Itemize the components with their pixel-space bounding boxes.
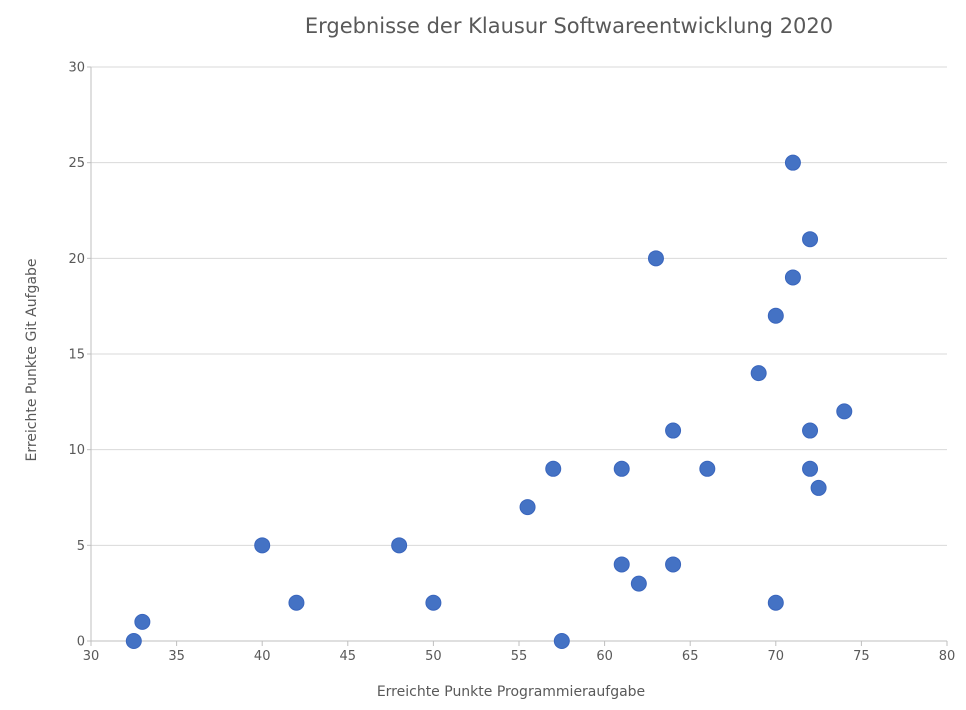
y-tick-label: 30 <box>68 61 85 76</box>
data-point <box>630 575 647 592</box>
x-tick-label: 40 <box>254 649 271 664</box>
data-point <box>134 613 151 630</box>
y-tick-label: 0 <box>77 635 85 650</box>
y-axis-title: Erreichte Punkte Git Aufgabe <box>24 258 40 461</box>
chart-title: Ergebnisse der Klausur Softwareentwicklu… <box>305 14 833 38</box>
x-tick-label: 50 <box>425 649 442 664</box>
data-point <box>665 556 682 573</box>
data-point <box>125 633 142 649</box>
y-tick-label: 15 <box>68 348 85 363</box>
data-point <box>254 537 271 554</box>
data-point <box>425 594 442 611</box>
gridlines <box>91 66 947 546</box>
data-point <box>613 556 630 573</box>
x-tick-label: 60 <box>596 649 613 664</box>
y-tick-label: 20 <box>68 252 85 267</box>
x-tick-label: 45 <box>340 649 357 664</box>
data-point <box>665 422 682 439</box>
y-tick-label: 5 <box>77 539 85 554</box>
data-point <box>802 422 819 439</box>
x-tick-label: 80 <box>939 649 956 664</box>
x-tick-label: 75 <box>853 649 870 664</box>
data-point <box>647 250 664 267</box>
data-point <box>802 460 819 477</box>
data-point <box>767 594 784 611</box>
data-point <box>784 154 801 171</box>
x-tick-label: 30 <box>83 649 100 664</box>
data-point <box>836 403 853 420</box>
x-tick-label: 65 <box>682 649 699 664</box>
data-point <box>784 269 801 286</box>
x-axis-title: Erreichte Punkte Programmieraufgabe <box>377 684 645 700</box>
data-point <box>802 231 819 248</box>
data-point <box>519 499 536 516</box>
data-point <box>288 594 305 611</box>
data-point <box>810 479 827 496</box>
data-points <box>125 154 853 649</box>
axes <box>87 66 948 646</box>
tick-labels: 0 5 10 15 20 25 30 30 35 40 45 50 55 60 65 70 75 80 <box>68 61 955 665</box>
data-point <box>553 633 570 649</box>
data-point <box>613 460 630 477</box>
x-tick-label: 70 <box>768 649 785 664</box>
x-tick-label: 55 <box>511 649 528 664</box>
data-point <box>699 460 716 477</box>
data-point <box>767 307 784 324</box>
y-tick-label: 10 <box>68 443 85 458</box>
data-point <box>545 460 562 477</box>
data-point <box>391 537 408 554</box>
x-tick-label: 35 <box>168 649 185 664</box>
y-tick-label: 25 <box>68 156 85 171</box>
data-point <box>750 365 767 382</box>
